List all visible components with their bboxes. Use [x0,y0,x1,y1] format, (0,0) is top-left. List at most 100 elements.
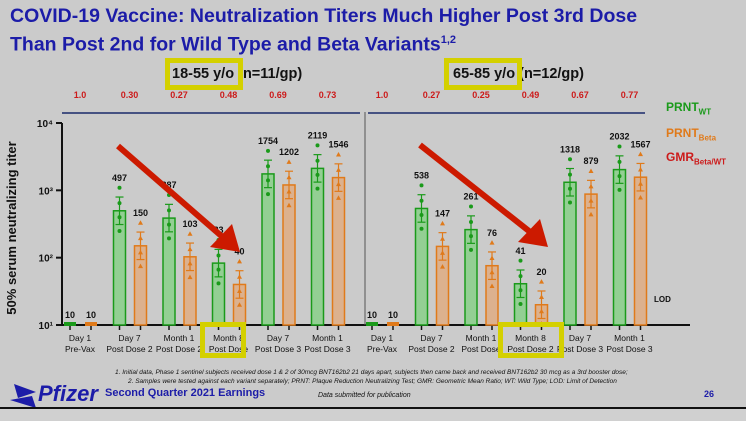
value-label: 76 [487,228,497,238]
value-label: 879 [583,156,598,166]
x-category-label: Month 1 [466,333,497,343]
data-point-wt [469,204,473,209]
x-category-label: Day 7 [420,333,442,343]
data-point-beta [187,246,193,252]
x-category-label: Day 7 [267,333,289,343]
data-point-beta [638,181,643,186]
data-point-wt [216,267,221,272]
legend-prnt-wt: PRNTWT [666,100,711,116]
bar-wt [261,173,275,326]
value-label: 497 [112,173,127,183]
legend-gmr: GMRBeta/WT [666,150,726,166]
value-label: 1318 [560,144,580,154]
data-point-wt [266,192,270,197]
pfizer-logo: Pfizer [38,381,98,406]
data-point-wt [315,143,320,148]
x-category-label: Day 1 [371,333,393,343]
earnings-label: Second Quarter 2021 Earnings [105,387,266,399]
bar-beta [387,322,399,326]
value-label: 261 [463,192,478,202]
page-number: 26 [704,389,715,399]
data-point-beta [286,174,292,180]
data-point-wt [266,178,270,183]
bar-wt [366,322,378,326]
legend-subscript: Beta/WT [694,157,726,167]
x-category-label: Pre-Vax [65,344,96,354]
data-point-wt [315,186,320,191]
x-category-label: Day 1 [69,333,91,343]
value-label: 2119 [308,130,328,140]
value-label: 1567 [630,139,650,149]
data-point-wt [419,226,424,231]
data-point-beta [336,152,341,157]
gmr-value: 1.0 [74,90,87,100]
data-point-beta [440,236,445,241]
lod-label: LOD [654,295,671,304]
data-point-beta [539,308,544,314]
value-label: 20 [536,267,546,277]
data-point-wt [266,148,270,153]
data-point-beta [187,274,193,280]
gmr-value: 0.77 [621,90,639,100]
data-point-wt [216,253,221,258]
data-point-beta [187,231,193,236]
bar-wt [112,210,127,326]
bar-wt [612,168,627,326]
highlight-box-month8-old [498,322,564,358]
pfizer-logo-icon [10,384,36,408]
data-point-beta [138,263,143,269]
highlight-box-young [165,58,243,90]
value-label: 41 [515,246,525,256]
x-category-label: Post Dose [461,344,500,354]
data-point-beta [237,302,242,307]
x-category-label: Post Dose 3 [557,344,604,354]
value-label: 387 [161,180,176,190]
value-label: 147 [435,208,450,218]
data-point-beta [489,283,495,288]
x-category-label: Post Dose 2 [156,344,203,354]
data-point-wt [167,236,171,241]
data-point-wt [518,258,523,263]
y-axis-label: 50% serum neutralizing titer [4,141,19,314]
data-point-wt [617,159,622,164]
data-point-wt [568,172,572,177]
data-point-wt [419,183,424,188]
group-sample-size: (n=12/gp) [519,66,584,82]
data-point-beta [138,249,143,255]
trend-arrow-head [210,224,240,252]
data-point-wt [518,302,523,307]
gmr-value: 0.25 [472,90,490,100]
data-point-wt [167,222,171,227]
value-label: 1754 [258,136,278,146]
data-point-beta [588,211,594,217]
legend-label: GMR [666,150,694,164]
data-point-beta [588,168,594,174]
data-point-wt [518,288,523,293]
group-label-old: 65-85 y/o (n=12/gp) [453,66,584,82]
bar-wt [162,217,176,326]
data-point-beta [237,258,242,264]
data-point-beta [336,195,341,200]
data-point-beta [638,151,643,157]
slide-title: COVID-19 Vaccine: Neutralization Titers … [10,4,637,57]
legend-label: PRNT [666,126,699,140]
title-line-1: COVID-19 Vaccine: Neutralization Titers … [10,5,638,27]
submitted-note: Data submitted for publication [318,392,411,399]
legend-subscript: Beta [698,133,717,143]
value-label: 103 [182,219,197,229]
group-age-range: 65-85 y/o [453,66,516,82]
gmr-value: 0.30 [121,90,139,100]
x-category-label: Post Dose 3 [304,344,351,354]
value-label: 10 [86,310,96,320]
value-label: 1546 [328,140,348,150]
data-point-wt [117,201,122,206]
data-point-wt [419,212,424,217]
title-line-2: Than Post 2nd for Wild Type and Beta Var… [10,33,441,56]
data-point-beta [489,240,495,245]
data-point-beta [539,279,544,284]
data-point-beta [440,264,445,269]
data-point-wt [568,200,572,205]
data-point-wt [266,164,270,169]
